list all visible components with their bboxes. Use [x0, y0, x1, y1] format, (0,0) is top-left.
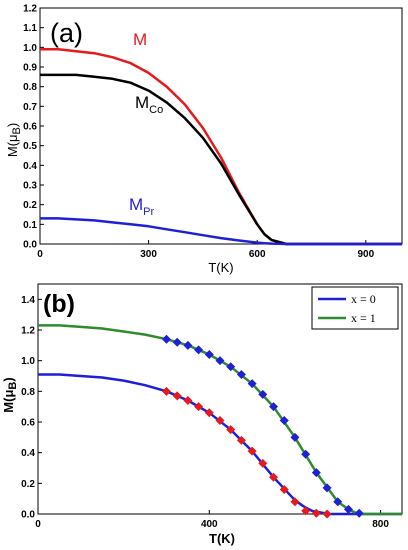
panel-a-y-tick-label-6: 0.6	[23, 122, 37, 133]
panel-b-marker-1-6	[226, 362, 236, 372]
panel-a-y-tick-label-2: 0.2	[23, 200, 37, 211]
panel-b-marker-0-11	[279, 484, 289, 494]
panel-a-label: (a)	[50, 18, 83, 48]
legend-label-x0: x = 0	[351, 292, 376, 306]
panel-b-y-axis-label: M(μB)	[1, 377, 19, 412]
panel-b-label: (b)	[43, 290, 75, 318]
panel-b-marker-0-0	[161, 386, 171, 396]
panel-a-y-tick-label-9: 0.9	[23, 63, 37, 74]
panel-b-marker-0-12	[290, 497, 300, 507]
panel-b-marker-1-2	[183, 340, 193, 350]
panel-a-x-tick-label-3: 900	[357, 249, 374, 260]
panel-a-y-tick-label-5: 0.5	[23, 141, 37, 152]
legend-box	[311, 286, 399, 330]
series-label-m: M	[133, 30, 147, 49]
panel-a-x-ticks: 0 300 600 900	[37, 240, 375, 260]
panel-b-marker-0-15	[322, 509, 332, 519]
panel-a-x-tick-label-1: 300	[140, 249, 157, 260]
panel-b-y-ticks: 0.0 0.2 0.4 0.6 0.8 1.0 1.2 1.4	[21, 295, 42, 521]
panel-b-markers	[161, 334, 364, 519]
panel-a-y-tick-label-0: 0.0	[23, 240, 37, 251]
panel-b-marker-1-14	[311, 468, 321, 478]
panel-a-series-line-0	[40, 48, 402, 246]
panel-b-marker-1-17	[343, 504, 353, 514]
panel-a-x-tick-label-0: 0	[37, 249, 43, 260]
panel-a-x-axis-label: T(K)	[208, 260, 233, 275]
panel-b-marker-1-16	[333, 497, 343, 507]
panel-b-marker-0-8	[247, 446, 257, 456]
panel-b-marker-1-10	[269, 402, 279, 412]
panel-b-x-tick-label-1: 400	[201, 519, 218, 530]
panel-b-marker-1-13	[301, 449, 311, 459]
panel-b-marker-0-2	[183, 396, 193, 406]
panel-a-frame	[39, 7, 403, 245]
panel-b-marker-1-5	[215, 356, 225, 366]
panel-b-marker-0-6	[226, 425, 236, 435]
panel-b-marker-1-4	[204, 350, 214, 360]
legend-label-x1: x = 1	[351, 311, 376, 325]
panel-a: 0.00.10.20.30.40.50.60.70.80.91.01.11.2 …	[5, 4, 403, 275]
panel-b-marker-1-9	[258, 389, 268, 399]
panel-b-y-tick-label-5: 1.0	[21, 356, 35, 367]
panel-a-y-tick-label-4: 0.4	[23, 161, 37, 172]
panel-b-marker-0-13	[301, 506, 311, 516]
panel-b-x-axis-label: T(K)	[209, 531, 235, 546]
panel-a-y-tick-label-11: 1.1	[23, 23, 37, 34]
panel-a-curves	[40, 48, 402, 246]
panel-a-y-tick-label-3: 0.3	[23, 181, 37, 192]
panel-b-marker-0-9	[258, 458, 268, 468]
panel-a-x-tick-label-2: 600	[249, 249, 266, 260]
panel-a-y-tick-label-7: 0.7	[23, 102, 37, 113]
panel-b-marker-0-14	[311, 508, 321, 518]
panel-b-marker-1-15	[322, 483, 332, 493]
panel-b-marker-1-0	[161, 334, 171, 344]
panel-b-y-tick-label-3: 0.6	[21, 418, 35, 429]
panel-b-y-tick-label-0: 0.0	[21, 510, 35, 521]
panel-b-y-tick-label-6: 1.2	[21, 326, 35, 337]
panel-a-y-axis-label: M(μB)	[5, 123, 23, 157]
panel-a-series-line-2	[40, 217, 402, 246]
panel-b-marker-0-10	[269, 472, 279, 482]
panel-b-y-tick-label-2: 0.4	[21, 448, 35, 459]
panel-b-frame	[37, 283, 403, 515]
panel-b-y-tick-label-4: 0.8	[21, 387, 35, 398]
panel-b-series-line-0	[38, 373, 402, 516]
panel-b-x-tick-label-2: 800	[372, 519, 389, 530]
panel-a-y-tick-label-8: 0.8	[23, 82, 37, 93]
panel-b-marker-1-7	[236, 369, 246, 379]
series-label-mco: MCo	[135, 93, 163, 116]
panel-a-y-tick-label-10: 1.0	[23, 43, 37, 54]
panel-b-y-tick-label-7: 1.4	[21, 295, 35, 306]
series-label-mpr: MPr	[129, 195, 155, 218]
panel-b-marker-1-12	[290, 432, 300, 442]
legend: x = 0 x = 1	[311, 286, 399, 330]
panel-b-marker-1-3	[194, 345, 204, 355]
panel-b: 0.0 0.2 0.4 0.6 0.8 1.0 1.2 1.4 0 400 800 (b) T(K…	[1, 283, 403, 546]
panel-b-marker-0-3	[194, 402, 204, 412]
panel-b-x-tick-label-0: 0	[35, 519, 41, 530]
panel-b-y-tick-label-1: 0.2	[21, 479, 35, 490]
panel-b-marker-0-4	[204, 408, 214, 418]
panel-b-marker-1-1	[172, 337, 182, 347]
panel-a-y-tick-label-1: 0.1	[23, 220, 37, 231]
panel-b-marker-1-8	[247, 379, 257, 389]
panel-b-marker-0-1	[172, 391, 182, 401]
panel-a-y-ticks: 0.0 0.1 0.2 0.3 0.4 0.5 0.6 0.7 0.8 0.9 1.0 1.1 1.2	[23, 4, 44, 251]
panel-b-marker-0-7	[236, 435, 246, 445]
panel-b-marker-0-5	[215, 415, 225, 425]
panel-b-marker-1-18	[354, 508, 364, 518]
panel-a-y-tick-label-12: 1.2	[23, 4, 37, 15]
panel-b-marker-1-11	[279, 415, 289, 425]
